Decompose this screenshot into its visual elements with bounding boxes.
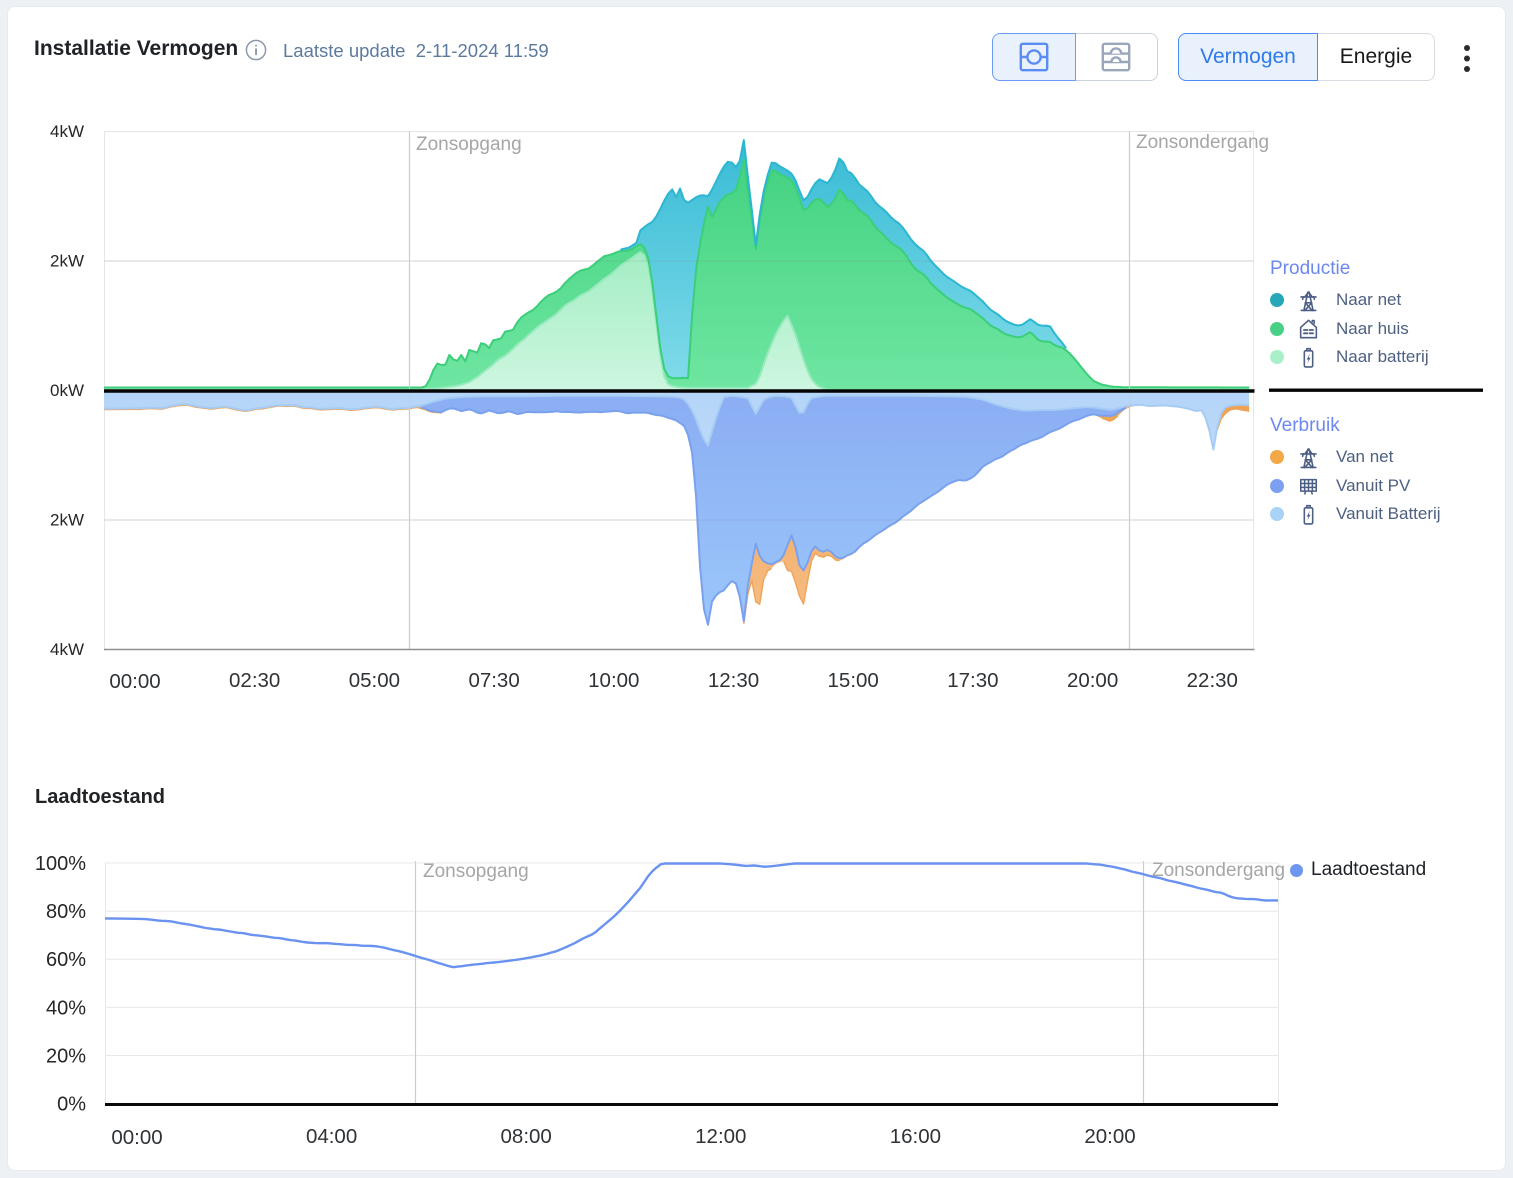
svg-text:0kW: 0kW: [50, 381, 84, 400]
svg-text:08:00: 08:00: [501, 1125, 552, 1148]
svg-text:Zonsopgang: Zonsopgang: [416, 134, 522, 155]
svg-text:80%: 80%: [46, 901, 86, 923]
svg-text:22:30: 22:30: [1187, 669, 1238, 692]
svg-text:00:00: 00:00: [109, 670, 160, 693]
svg-text:20:00: 20:00: [1067, 669, 1118, 692]
svg-text:40%: 40%: [46, 997, 86, 1019]
svg-text:16:00: 16:00: [890, 1125, 941, 1148]
svg-text:0%: 0%: [57, 1094, 86, 1116]
svg-text:Zonsopgang: Zonsopgang: [423, 861, 529, 882]
svg-text:2kW: 2kW: [50, 252, 84, 271]
svg-text:2kW: 2kW: [50, 511, 84, 530]
svg-text:60%: 60%: [46, 949, 86, 971]
svg-text:15:00: 15:00: [828, 669, 879, 692]
svg-text:04:00: 04:00: [306, 1125, 357, 1148]
svg-text:10:00: 10:00: [588, 669, 639, 692]
svg-text:12:30: 12:30: [708, 669, 759, 692]
svg-text:4kW: 4kW: [50, 122, 84, 141]
svg-text:17:30: 17:30: [947, 669, 998, 692]
svg-text:20%: 20%: [46, 1045, 86, 1067]
svg-text:02:30: 02:30: [229, 669, 280, 692]
svg-text:4kW: 4kW: [50, 640, 84, 659]
svg-text:12:00: 12:00: [695, 1125, 746, 1148]
svg-text:20:00: 20:00: [1084, 1125, 1135, 1148]
svg-text:Zonsondergang: Zonsondergang: [1152, 860, 1285, 881]
svg-text:Zonsondergang: Zonsondergang: [1136, 132, 1269, 153]
svg-text:00:00: 00:00: [111, 1126, 162, 1149]
svg-text:07:30: 07:30: [468, 669, 519, 692]
svg-text:100%: 100%: [35, 853, 86, 875]
svg-text:05:00: 05:00: [349, 669, 400, 692]
